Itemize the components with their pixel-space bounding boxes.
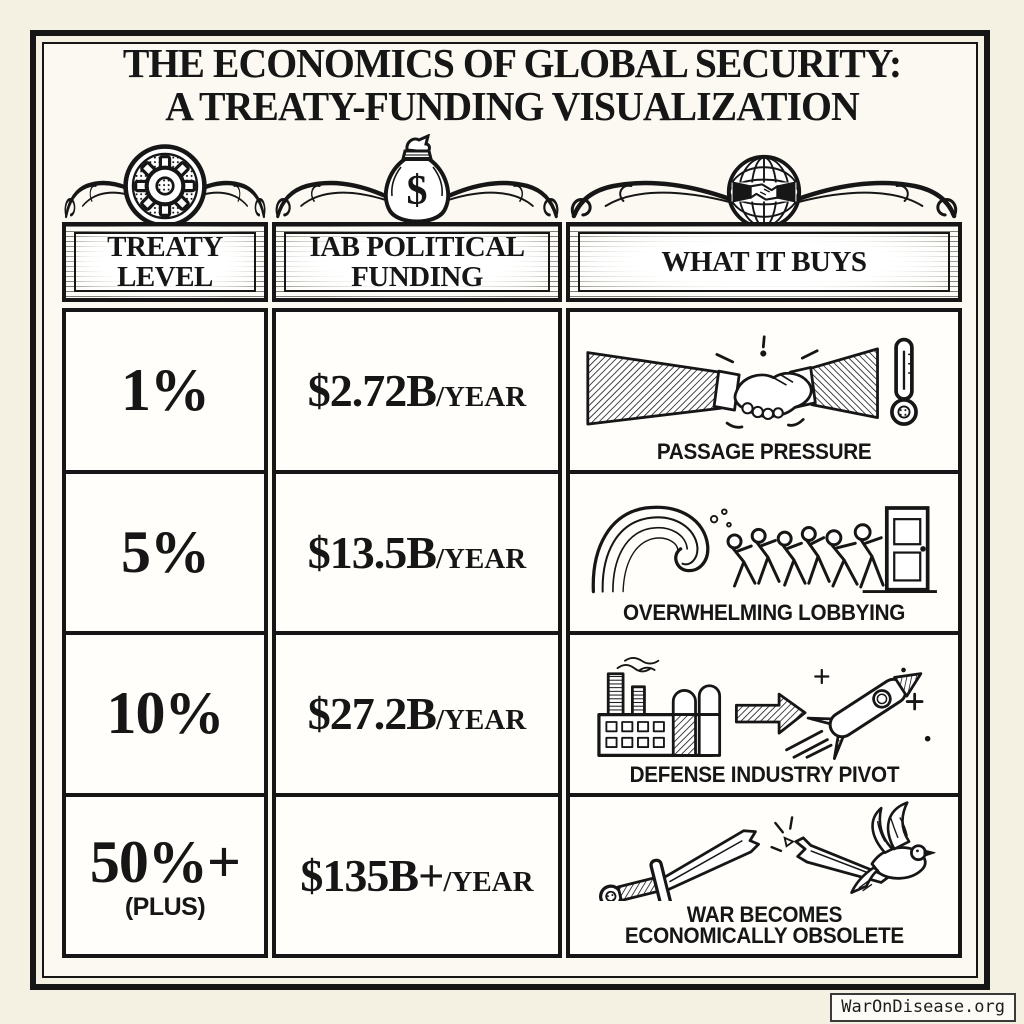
flourish-band-buys: [566, 154, 962, 230]
globe-handshake-icon: [726, 154, 802, 230]
funding-amount: $13.5B: [307, 526, 437, 578]
buys-caption: PASSAGE PRESSURE: [656, 438, 872, 464]
buys-caption: DEFENSE INDUSTRY PIVOT: [629, 761, 899, 787]
watermark-label: WarOnDisease.org: [830, 993, 1016, 1022]
page-title: THE ECONOMICS OF GLOBAL SECURITY: A TREA…: [58, 40, 966, 130]
page-title-line2: A TREATY-FUNDING VISUALIZATION: [165, 83, 860, 130]
treaty-level-value: 50%+: [89, 829, 241, 896]
funding-unit: /YEAR: [435, 542, 527, 575]
cell-buys-row1: PASSAGE PRESSURE: [570, 312, 958, 470]
header-treaty-level-line2: LEVEL: [117, 261, 213, 293]
funding-unit: /YEAR: [443, 865, 534, 898]
cell-treaty-row2: 5%: [66, 469, 264, 632]
svg-text:$: $: [407, 168, 428, 214]
flourish-band-treaty: [62, 144, 268, 228]
cell-treaty-row4: 50%+ (PLUS): [66, 792, 264, 955]
handshake-thermometer-icon: [586, 335, 918, 429]
gear-medallion-icon: [123, 144, 207, 228]
header-funding-line2: FUNDING: [351, 261, 483, 293]
column-treaty-level: 1% 5% 10% 50%+ (PLUS): [62, 308, 268, 958]
header-iab-political-funding: IAB POLITICAL FUNDING: [272, 222, 562, 302]
column-funding: $2.72B/YEAR $13.5B/YEAR $27.2B/YEAR $135…: [272, 308, 562, 958]
header-what-it-buys: WHAT IT BUYS: [566, 222, 962, 302]
funding-amount: $2.72B: [307, 365, 437, 417]
column-what-it-buys: PASSAGE PRESSURE: [566, 308, 962, 958]
treaty-level-value: 5%: [121, 518, 210, 585]
funding-unit: /YEAR: [435, 704, 527, 737]
funding-unit: /YEAR: [435, 381, 527, 414]
cell-funding-row1: $2.72B/YEAR: [276, 312, 558, 470]
broken-sword-dove-icon: [598, 801, 936, 901]
header-treaty-level: TREATY LEVEL: [62, 222, 268, 302]
cell-treaty-row1: 1%: [66, 312, 264, 470]
header-buys-line1: WHAT IT BUYS: [661, 245, 867, 278]
wave-crowd-door-icon: [591, 506, 937, 594]
header-treaty-level-line1: TREATY: [107, 230, 223, 263]
cell-funding-row2: $13.5B/YEAR: [276, 469, 558, 632]
funding-amount: $135B+: [300, 849, 444, 901]
header-funding-line1: IAB POLITICAL: [309, 230, 525, 263]
cell-buys-row4: WAR BECOMES ECONOMICALLY OBSOLETE: [570, 792, 958, 955]
buys-caption-line2: ECONOMICALLY OBSOLETE: [624, 923, 904, 949]
scrollwork-icon: [570, 180, 958, 219]
funding-amount: $27.2B: [307, 688, 437, 740]
factory-to-rocket-icon: [597, 656, 931, 760]
cell-treaty-row3: 10%: [66, 631, 264, 793]
flourish-band-funding: $: [272, 134, 562, 224]
treaty-level-value: 10%: [106, 680, 225, 747]
cell-funding-row3: $27.2B/YEAR: [276, 631, 558, 793]
buys-caption: OVERWHELMING LOBBYING: [622, 600, 906, 626]
buys-caption: WAR BECOMES: [686, 901, 842, 927]
cell-buys-row2: OVERWHELMING LOBBYING: [570, 469, 958, 632]
treaty-level-value: 1%: [121, 357, 210, 424]
money-bag-icon: $: [383, 134, 451, 224]
cell-funding-row4: $135B+/YEAR: [276, 792, 558, 955]
cell-buys-row3: DEFENSE INDUSTRY PIVOT: [570, 631, 958, 793]
treaty-level-note: (PLUS): [124, 893, 206, 922]
page-title-line1: THE ECONOMICS OF GLOBAL SECURITY:: [122, 40, 902, 86]
